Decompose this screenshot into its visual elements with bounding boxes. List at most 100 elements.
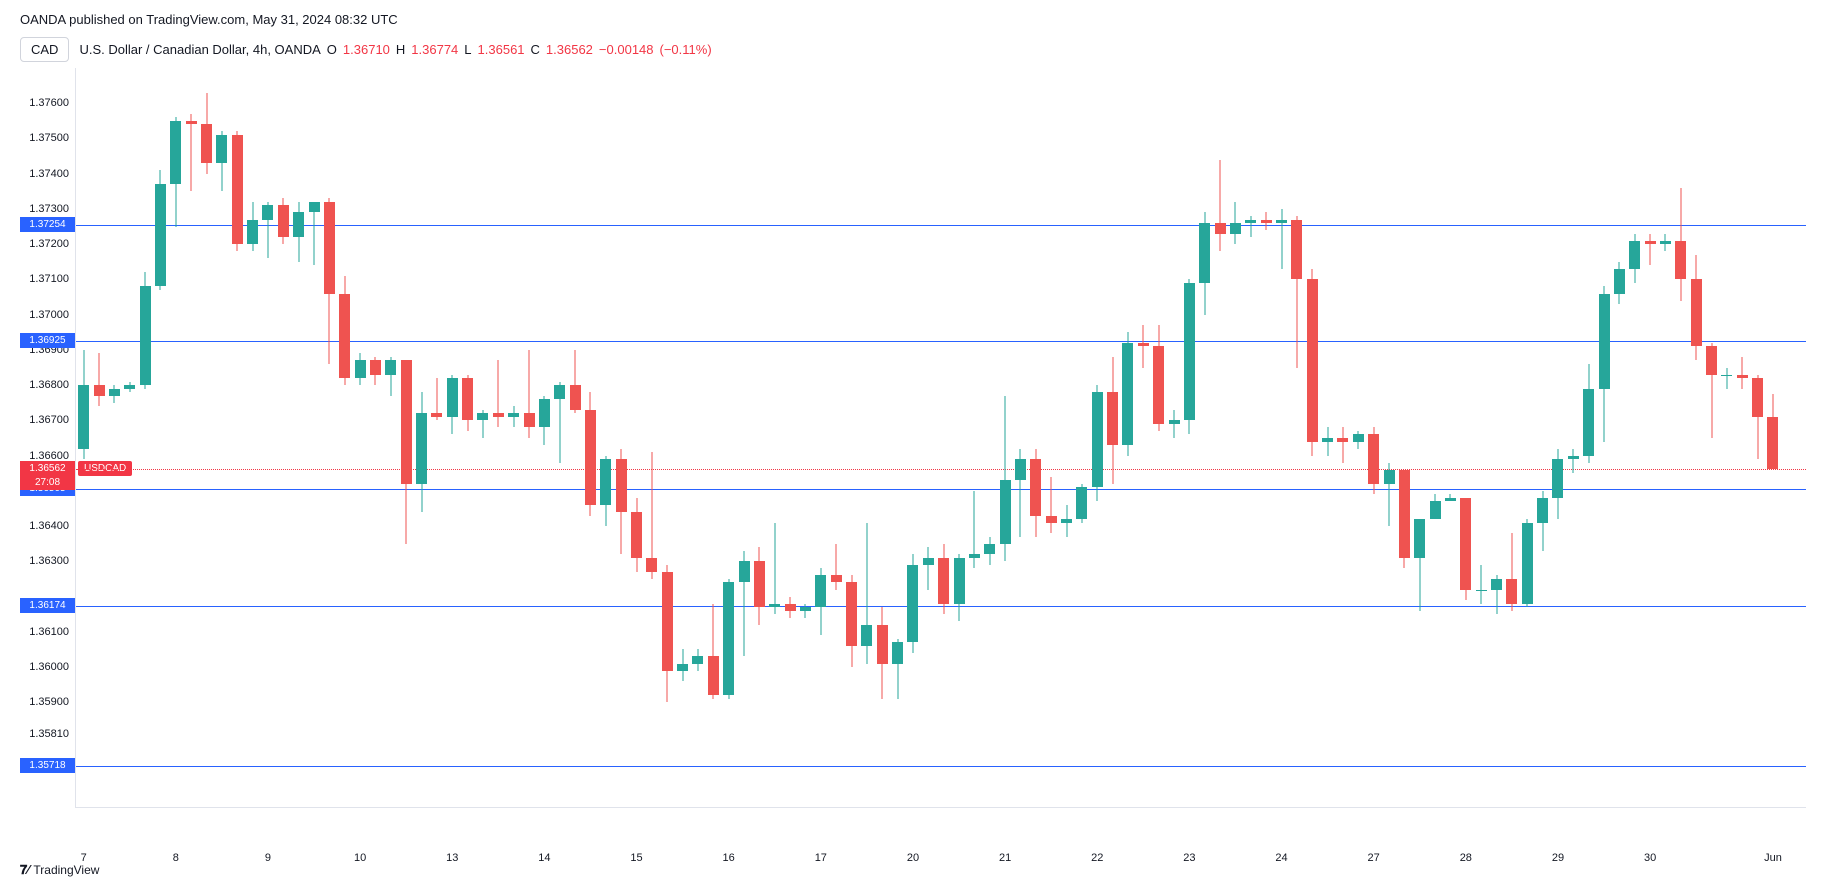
candle[interactable] (385, 68, 396, 808)
candle[interactable] (754, 68, 765, 808)
candle[interactable] (554, 68, 565, 808)
candle[interactable] (677, 68, 688, 808)
candle[interactable] (1061, 68, 1072, 808)
candle[interactable] (493, 68, 504, 808)
candle[interactable] (1030, 68, 1041, 808)
candle[interactable] (1645, 68, 1656, 808)
candle[interactable] (800, 68, 811, 808)
candle[interactable] (1092, 68, 1103, 808)
candle[interactable] (1491, 68, 1502, 808)
candle[interactable] (1291, 68, 1302, 808)
candle[interactable] (892, 68, 903, 808)
candle[interactable] (1184, 68, 1195, 808)
candle[interactable] (1245, 68, 1256, 808)
candle[interactable] (1675, 68, 1686, 808)
candle[interactable] (815, 68, 826, 808)
candle[interactable] (1476, 68, 1487, 808)
candle[interactable] (1614, 68, 1625, 808)
candle[interactable] (723, 68, 734, 808)
candle[interactable] (416, 68, 427, 808)
candle[interactable] (124, 68, 135, 808)
candle[interactable] (662, 68, 673, 808)
candle[interactable] (401, 68, 412, 808)
candle[interactable] (708, 68, 719, 808)
candle[interactable] (739, 68, 750, 808)
candle[interactable] (355, 68, 366, 808)
candle[interactable] (938, 68, 949, 808)
candle[interactable] (477, 68, 488, 808)
candle[interactable] (1583, 68, 1594, 808)
candle[interactable] (1414, 68, 1425, 808)
candle[interactable] (201, 68, 212, 808)
candle[interactable] (646, 68, 657, 808)
plot-area[interactable]: USDCAD (76, 68, 1806, 808)
candle[interactable] (1506, 68, 1517, 808)
candle[interactable] (616, 68, 627, 808)
candle[interactable] (1522, 68, 1533, 808)
candle[interactable] (1261, 68, 1272, 808)
candle[interactable] (1138, 68, 1149, 808)
candle[interactable] (1660, 68, 1671, 808)
candle[interactable] (324, 68, 335, 808)
candle[interactable] (170, 68, 181, 808)
candle[interactable] (1552, 68, 1563, 808)
x-axis[interactable]: 789101314151617202122232427282930Jun (76, 848, 1806, 870)
candle[interactable] (1000, 68, 1011, 808)
candle[interactable] (984, 68, 995, 808)
candle[interactable] (232, 68, 243, 808)
candle[interactable] (769, 68, 780, 808)
candle[interactable] (877, 68, 888, 808)
candle[interactable] (1107, 68, 1118, 808)
candle[interactable] (524, 68, 535, 808)
candle[interactable] (309, 68, 320, 808)
candle[interactable] (1430, 68, 1441, 808)
candle[interactable] (1767, 68, 1778, 808)
candle[interactable] (1384, 68, 1395, 808)
candle[interactable] (1322, 68, 1333, 808)
candle[interactable] (462, 68, 473, 808)
candle[interactable] (339, 68, 350, 808)
candle[interactable] (1199, 68, 1210, 808)
candle[interactable] (78, 68, 89, 808)
candle[interactable] (262, 68, 273, 808)
candle[interactable] (109, 68, 120, 808)
candle[interactable] (1721, 68, 1732, 808)
candle[interactable] (508, 68, 519, 808)
candle[interactable] (1445, 68, 1456, 808)
candle[interactable] (907, 68, 918, 808)
candle[interactable] (846, 68, 857, 808)
candle[interactable] (447, 68, 458, 808)
candle[interactable] (954, 68, 965, 808)
candle[interactable] (923, 68, 934, 808)
candle[interactable] (1122, 68, 1133, 808)
candle[interactable] (1368, 68, 1379, 808)
candle[interactable] (1215, 68, 1226, 808)
candle[interactable] (1568, 68, 1579, 808)
candle[interactable] (94, 68, 105, 808)
candle[interactable] (1307, 68, 1318, 808)
candle[interactable] (140, 68, 151, 808)
candle[interactable] (1337, 68, 1348, 808)
candle[interactable] (1353, 68, 1364, 808)
candle[interactable] (186, 68, 197, 808)
candle[interactable] (861, 68, 872, 808)
candle[interactable] (539, 68, 550, 808)
candle[interactable] (1046, 68, 1057, 808)
candle[interactable] (1706, 68, 1717, 808)
candle[interactable] (600, 68, 611, 808)
candle[interactable] (155, 68, 166, 808)
candle[interactable] (293, 68, 304, 808)
candle[interactable] (631, 68, 642, 808)
candle[interactable] (278, 68, 289, 808)
candle[interactable] (1276, 68, 1287, 808)
candle[interactable] (1691, 68, 1702, 808)
candle[interactable] (785, 68, 796, 808)
candle[interactable] (1169, 68, 1180, 808)
candle[interactable] (570, 68, 581, 808)
candle[interactable] (1153, 68, 1164, 808)
candle[interactable] (1737, 68, 1748, 808)
candle[interactable] (431, 68, 442, 808)
candle[interactable] (1752, 68, 1763, 808)
currency-button[interactable]: CAD (20, 37, 69, 62)
candle[interactable] (1537, 68, 1548, 808)
